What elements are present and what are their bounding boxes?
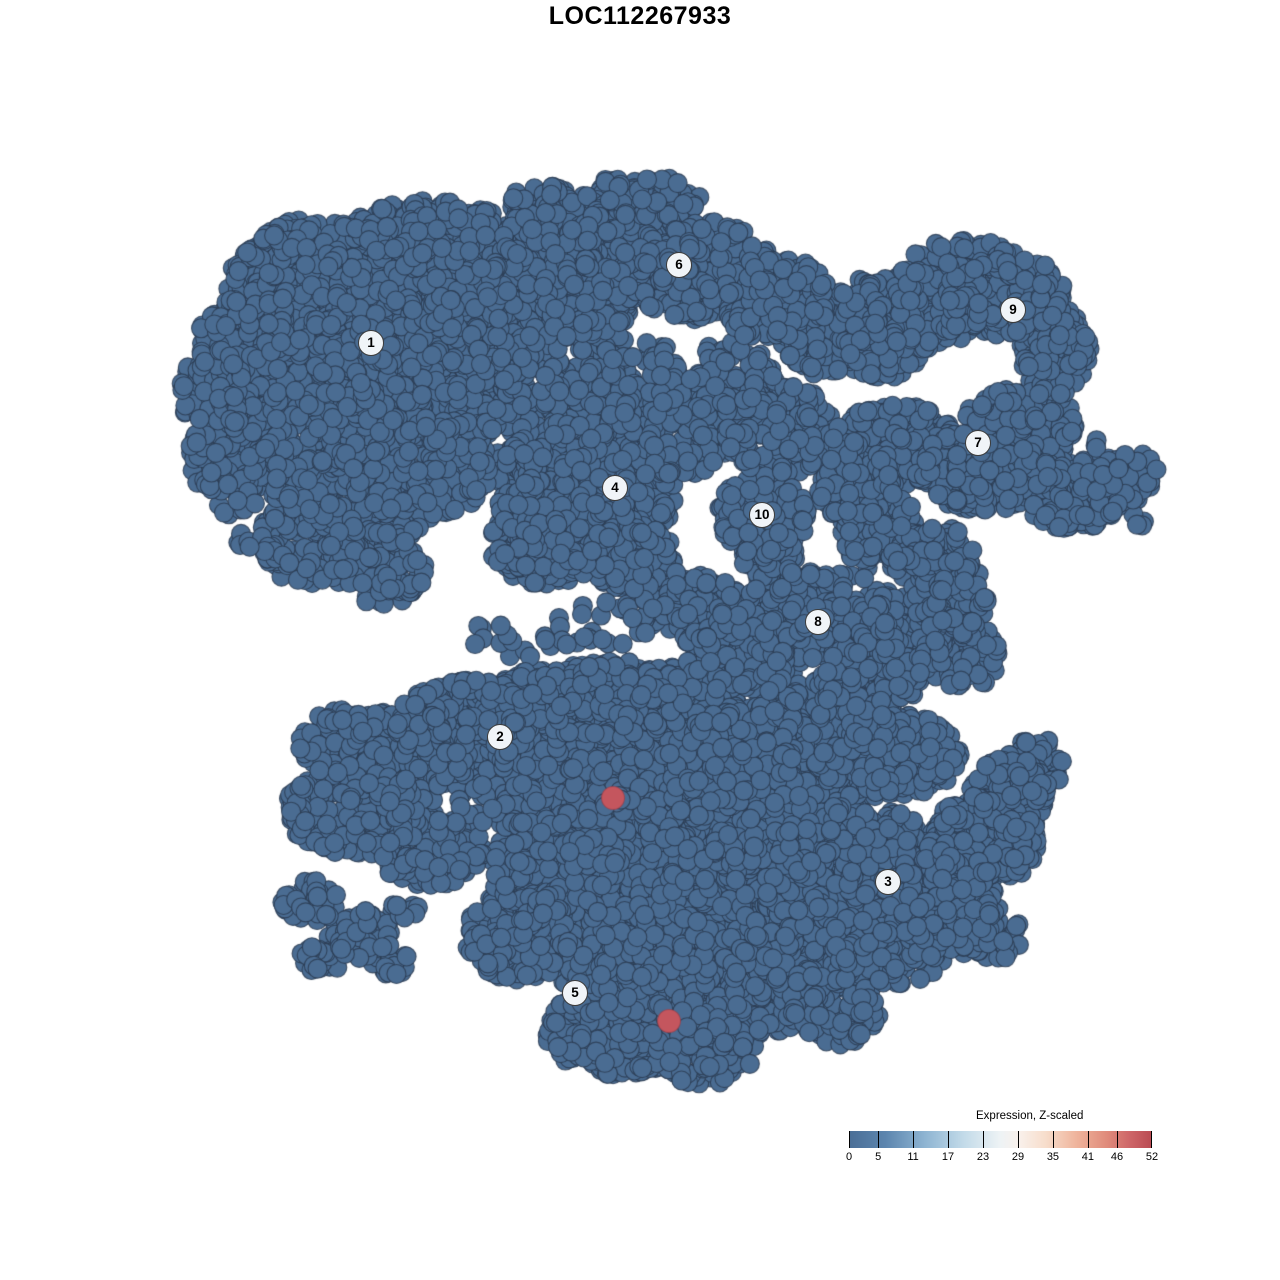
legend-tick-label: 17 (941, 1151, 955, 1163)
legend-tick-label: 46 (1110, 1151, 1124, 1163)
cluster-label-7: 7 (965, 430, 991, 456)
legend-tick-label: 5 (875, 1151, 882, 1163)
legend-tick-line (1087, 1131, 1089, 1148)
legend-tick-line (1017, 1131, 1019, 1148)
legend-title: Expression, Z-scaled (976, 1110, 1084, 1122)
cluster-label-3: 3 (875, 869, 901, 895)
legend-tick-line (849, 1131, 850, 1148)
legend-tick-label: 29 (1011, 1151, 1025, 1163)
cluster-label-1: 1 (358, 330, 384, 356)
legend-tick-line (948, 1131, 950, 1148)
cluster-label-4: 4 (602, 475, 628, 501)
legend-tick-line (878, 1131, 880, 1148)
cluster-label-10: 10 (749, 502, 775, 528)
cluster-label-6: 6 (666, 252, 692, 278)
legend-tick-line (1052, 1131, 1054, 1148)
cluster-label-8: 8 (805, 609, 831, 635)
legend-tick-label: 35 (1046, 1151, 1060, 1163)
legend-gradient-bar (849, 1131, 1152, 1148)
cluster-label-9: 9 (1000, 297, 1026, 323)
legend-tick-line (1117, 1131, 1119, 1148)
legend-tick-line (1151, 1131, 1152, 1148)
legend-tick-label: 0 (845, 1151, 853, 1163)
expression-legend: Expression, Z-scaled 0 5 11 17 23 29 35 41 46 52 (845, 1110, 1158, 1170)
legend-tick-label: 11 (907, 1151, 919, 1163)
cluster-label-5: 5 (562, 980, 588, 1006)
legend-tick-label: 23 (976, 1151, 990, 1163)
legend-tick-label: 41 (1081, 1151, 1095, 1163)
legend-tick-line (983, 1131, 985, 1148)
legend-tick-label: 52 (1145, 1151, 1159, 1163)
cluster-label-2: 2 (487, 724, 513, 750)
legend-tick-line (913, 1131, 915, 1148)
